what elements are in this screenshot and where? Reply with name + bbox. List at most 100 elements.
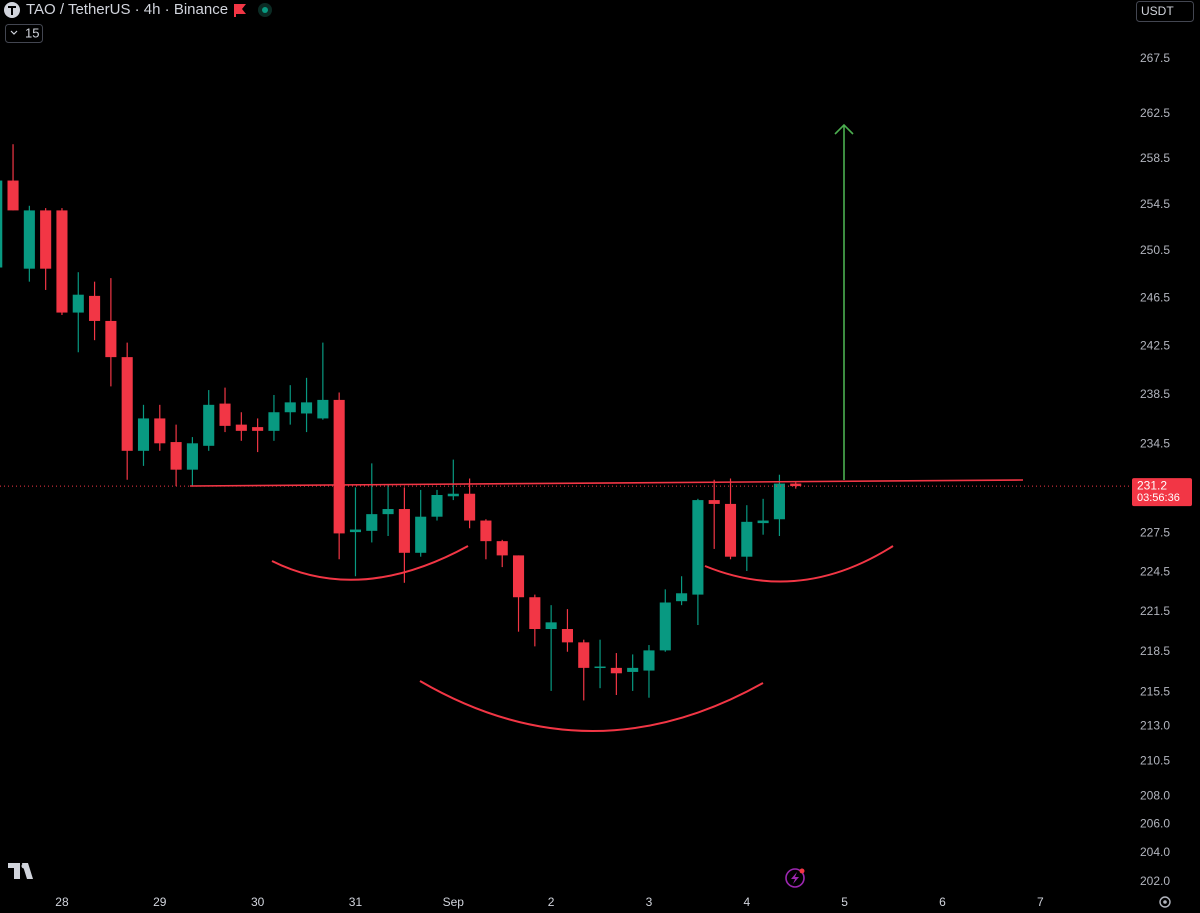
y-tick-label: 246.5 (1140, 290, 1170, 304)
alert-icon[interactable] (785, 868, 805, 888)
settings-icon-center (1163, 900, 1167, 904)
last-price-tag (1132, 478, 1192, 507)
y-tick-label: 254.5 (1140, 197, 1170, 211)
y-tick-label: 206.0 (1140, 817, 1170, 831)
header: TAO / TetherUS · 4h · Binance 15 USDT (4, 1, 1194, 43)
currency-label: USDT (1141, 4, 1174, 18)
alert-bolt (791, 872, 799, 884)
candle-body (790, 483, 802, 487)
x-tick-label: 2 (548, 895, 555, 909)
right-shoulder-arc (704, 545, 894, 583)
candle-body (137, 418, 150, 451)
candle-body (170, 442, 182, 470)
x-tick-label: 30 (251, 895, 265, 909)
candle-body (431, 494, 443, 517)
candle-body (317, 399, 329, 419)
candle-body (219, 403, 231, 426)
y-tick-label: 262.5 (1140, 106, 1170, 120)
candle-body (72, 294, 84, 313)
candle-body (512, 555, 525, 598)
candle-body (496, 541, 508, 556)
x-tick-label: 5 (841, 895, 848, 909)
candle-body (186, 443, 198, 470)
candle-body (0, 180, 3, 268)
y-tick-label: 221.5 (1140, 604, 1170, 618)
left-shoulder-arc (271, 545, 469, 581)
flag-icon[interactable] (234, 4, 246, 17)
head-arc (419, 680, 764, 732)
y-tick-label: 208.0 (1140, 788, 1170, 802)
settings-icon[interactable] (1159, 896, 1171, 908)
neckline (189, 479, 1024, 487)
symbol-icon-glyph (8, 6, 16, 15)
target-arrow-head (834, 123, 854, 135)
footer-icons (8, 863, 1171, 908)
x-tick-label: 6 (939, 895, 946, 909)
candle-body (284, 402, 296, 413)
candle-body (610, 667, 622, 674)
tradingview-logo[interactable] (8, 863, 33, 879)
candle-body (415, 516, 427, 553)
candle-body (773, 483, 785, 520)
indicator-toggle[interactable] (5, 24, 43, 43)
y-tick-label: 234.5 (1140, 437, 1170, 451)
candle-body (105, 320, 117, 358)
candle-body (447, 493, 459, 497)
y-tick-label: 202.0 (1140, 874, 1170, 888)
candle-body (643, 650, 655, 671)
y-tick-label: 227.5 (1140, 526, 1170, 540)
candle-body (741, 521, 753, 557)
tradingview-logo-dot (21, 863, 27, 869)
y-tick-label: 238.5 (1140, 387, 1170, 401)
candle-body (121, 357, 133, 451)
currency-select[interactable] (1136, 1, 1194, 22)
alert-badge (799, 868, 805, 874)
candle-body (301, 402, 313, 414)
candle-body (235, 424, 247, 431)
candle-body (757, 520, 769, 524)
candle-body (545, 622, 557, 630)
candle-body (724, 503, 737, 557)
candle-body (529, 597, 541, 630)
candle-body (561, 629, 573, 643)
last-price-label: 231.2 (1137, 478, 1167, 492)
candle-body (333, 399, 345, 534)
candle-body (464, 493, 476, 521)
candle-body (7, 180, 19, 211)
chevron-icon (10, 30, 18, 35)
candle-body (366, 514, 378, 531)
candle-body (349, 529, 362, 533)
y-tick-label: 250.5 (1140, 243, 1170, 257)
candle-body (154, 418, 166, 444)
x-tick-label: Sep (443, 895, 465, 909)
countdown-label: 03:56:36 (1137, 492, 1180, 504)
candle-body (692, 500, 704, 595)
candle-body (252, 427, 264, 431)
x-tick-label: 7 (1037, 895, 1044, 909)
candle-body (594, 666, 606, 669)
x-tick-label: 3 (646, 895, 653, 909)
candle-body (398, 509, 410, 553)
y-tick-label: 258.5 (1140, 151, 1170, 165)
status-dot (262, 7, 268, 13)
y-tick-label: 204.0 (1140, 845, 1170, 859)
candle-body (676, 593, 688, 602)
y-tick-label: 210.5 (1140, 753, 1170, 767)
x-tick-label: 4 (743, 895, 750, 909)
y-tick-label: 267.5 (1140, 51, 1170, 65)
candle-body (578, 642, 590, 668)
indicator-count: 15 (25, 25, 39, 40)
plot-area: 267.5 262.5 258.5 254.5 250.5 246.5 242.5 238.5… (0, 51, 1170, 909)
y-tick-label: 213.0 (1140, 719, 1170, 733)
candle-body (23, 210, 35, 269)
candle-body (89, 295, 101, 321)
y-tick-label: 215.5 (1140, 684, 1170, 698)
y-tick-label: 224.5 (1140, 564, 1170, 578)
candle-body (40, 210, 52, 269)
candle-body (203, 404, 215, 446)
candle-body (56, 210, 68, 313)
x-tick-label: 31 (349, 895, 363, 909)
candle-body (627, 667, 639, 672)
